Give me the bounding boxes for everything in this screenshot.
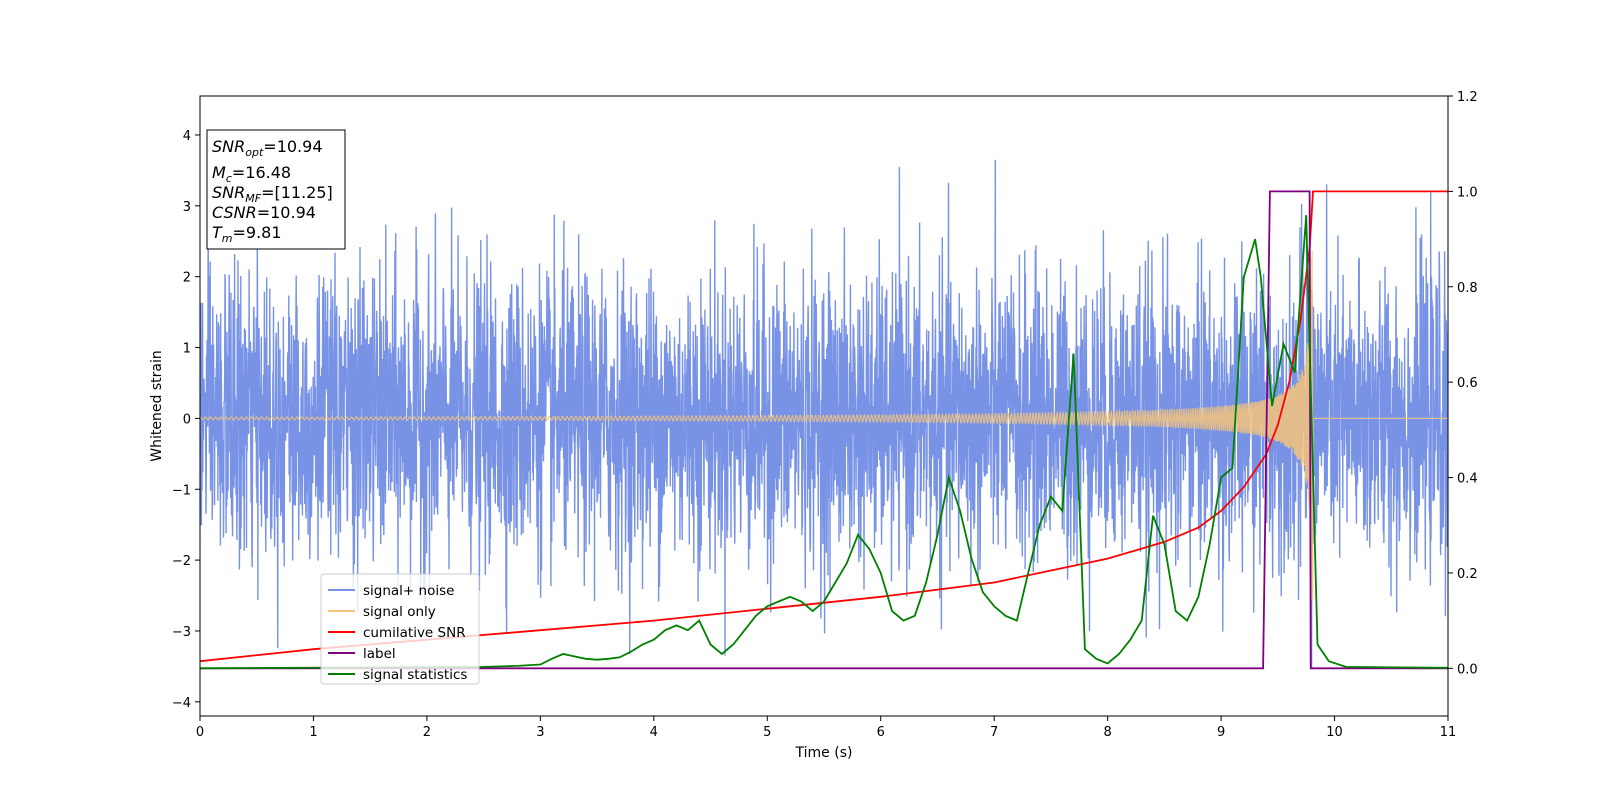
- x-tick-label: 6: [877, 725, 885, 740]
- y-tick-label: 3: [183, 200, 191, 215]
- x-tick-label: 10: [1326, 725, 1343, 740]
- merger-time-text: Tm=9.81: [212, 223, 282, 245]
- y-tick-label: −2: [172, 554, 191, 569]
- x-axis-label: Time (s): [795, 745, 853, 761]
- series-line-signal-statistics: [200, 215, 1448, 670]
- legend-label: signal statistics: [363, 667, 467, 683]
- y-tick-label: 1: [183, 342, 191, 357]
- x-tick-label: 8: [1103, 725, 1111, 740]
- legend: signal+ noise signal only cumilative SNR la…: [320, 573, 480, 685]
- y2-tick-label: 0.4: [1457, 472, 1478, 487]
- series-signal-only: [200, 250, 1448, 602]
- signal-only-line: [200, 250, 1448, 602]
- series-line-cumilative-snr: [200, 190, 1448, 663]
- info-box: SNRopt=10.94 Mc=16.48 SNRMF=[11.25] CSNR…: [206, 129, 346, 250]
- signal-noise-line: [200, 159, 1448, 668]
- legend-label: label: [363, 646, 396, 662]
- legend-label: signal+ noise: [363, 583, 454, 599]
- y-tick-label: −4: [172, 696, 191, 711]
- legend-label: cumilative SNR: [363, 625, 466, 641]
- series-line-label: [200, 190, 1448, 670]
- x-tick-label: 5: [763, 725, 771, 740]
- csnr-text: CSNR=10.94: [212, 203, 316, 222]
- x-tick-label: 0: [196, 725, 204, 740]
- y-tick-label: 2: [183, 271, 191, 286]
- x-tick-label: 3: [536, 725, 544, 740]
- y2-tick-label: 0.6: [1457, 376, 1478, 391]
- x-tick-label: 7: [990, 725, 998, 740]
- y-tick-label: 0: [183, 412, 191, 427]
- plot-frame: [199, 95, 1449, 717]
- y2-tick-label: 1.0: [1457, 185, 1478, 200]
- series-signal-noise: [200, 159, 1448, 668]
- x-tick-label: 9: [1217, 725, 1225, 740]
- y-tick-label: −3: [172, 625, 191, 640]
- snr-mf-text: SNRMF=[11.25]: [212, 183, 333, 205]
- legend-label: signal only: [363, 604, 436, 620]
- snr-opt-text: SNRopt=10.94: [212, 137, 323, 159]
- y-axis-right: 0.0 0.2 0.4 0.6 0.8 1.0 1.2: [1448, 90, 1478, 677]
- right-axis-series: [200, 190, 1448, 670]
- x-tick-label: 4: [650, 725, 658, 740]
- chirp-mass-text: Mc=16.48: [212, 163, 291, 185]
- y2-tick-label: 0.2: [1457, 567, 1478, 582]
- y-axis-left: −4 −3 −2 −1 0 1 2 3 4: [172, 129, 200, 711]
- y-axis-label: Whitened strain: [149, 350, 165, 461]
- x-axis: 0 1 2 3 4 5 6 7 8 9 10 11: [196, 716, 1456, 740]
- x-tick-label: 2: [423, 725, 431, 740]
- y-tick-label: 4: [183, 129, 191, 144]
- x-tick-label: 1: [309, 725, 317, 740]
- x-tick-label: 11: [1440, 725, 1457, 740]
- y-tick-label: −1: [172, 483, 191, 498]
- y2-tick-label: 0.8: [1457, 281, 1478, 296]
- y2-tick-label: 0.0: [1457, 662, 1478, 677]
- y2-tick-label: 1.2: [1457, 90, 1478, 105]
